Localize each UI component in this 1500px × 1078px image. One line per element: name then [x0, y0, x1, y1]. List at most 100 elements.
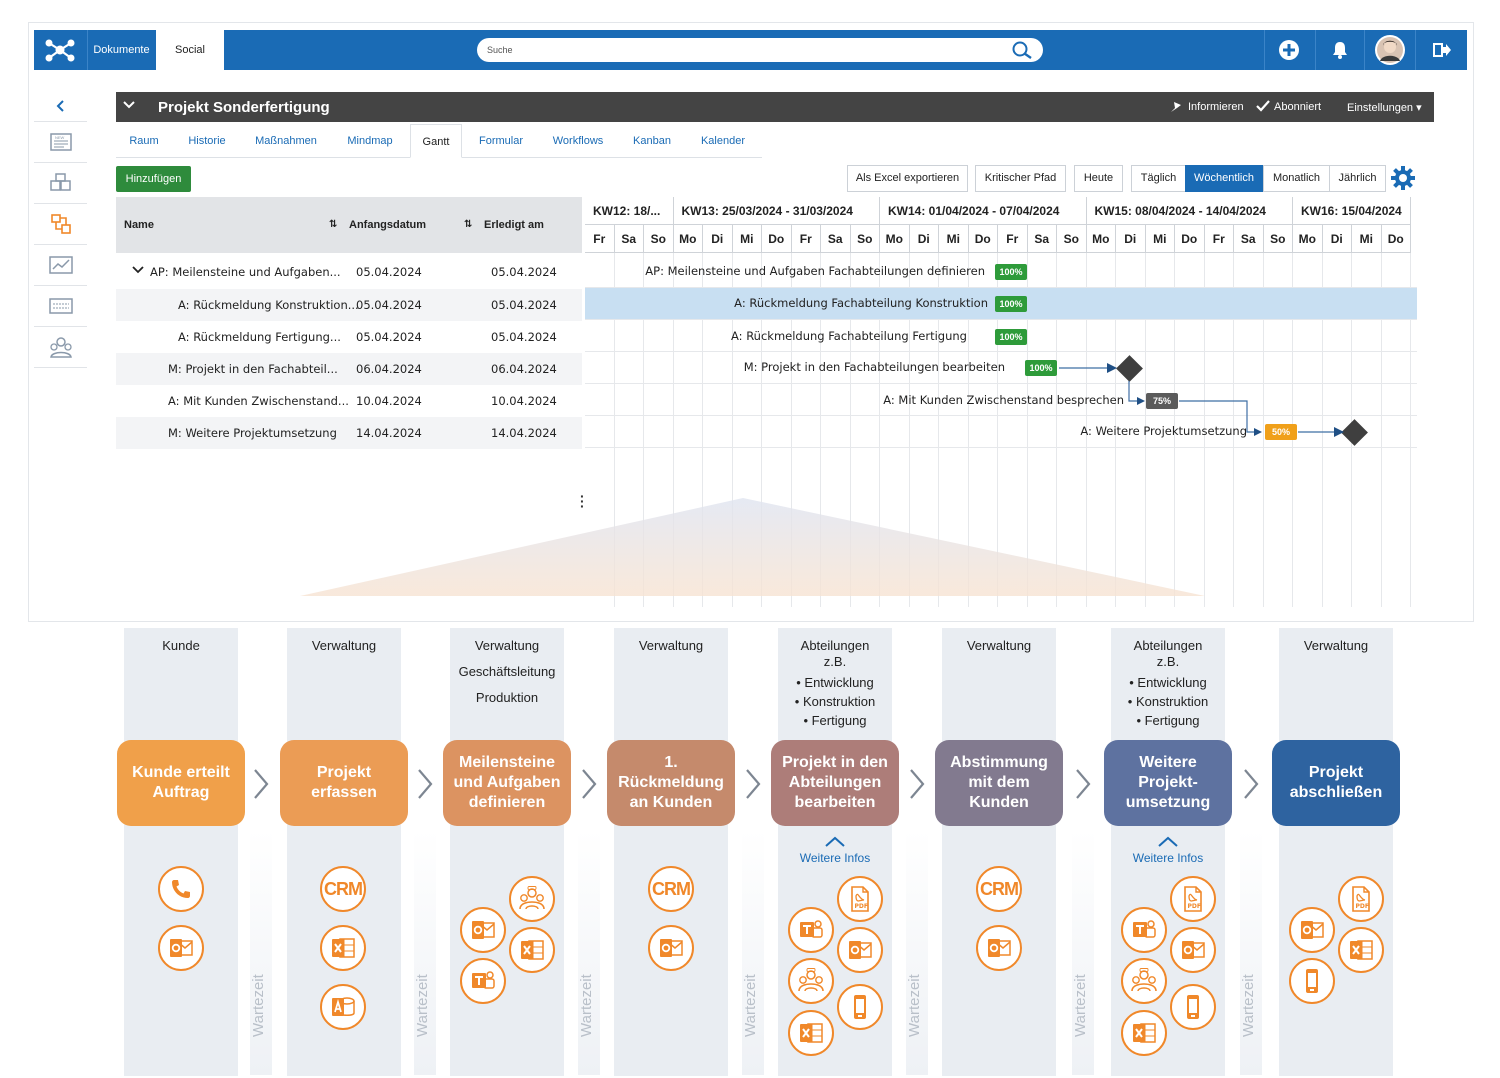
- outlook-icon[interactable]: [1289, 907, 1335, 953]
- table-row[interactable]: M: Weitere Projektumsetzung 14.04.2024 14.…: [116, 417, 582, 449]
- inform-link[interactable]: Informieren: [1188, 101, 1244, 113]
- expand-chevron-icon[interactable]: [132, 255, 144, 287]
- sidebar-boxes-icon[interactable]: [34, 163, 87, 204]
- tab-kanban[interactable]: Kanban: [633, 135, 671, 147]
- people-icon[interactable]: [788, 958, 834, 1004]
- pdf-icon[interactable]: PDF: [837, 876, 883, 922]
- avatar[interactable]: [1364, 30, 1414, 70]
- access-icon[interactable]: [320, 984, 366, 1030]
- outlook-icon[interactable]: [158, 925, 204, 971]
- gantt-progress-badge[interactable]: 50%: [1265, 424, 1297, 440]
- excel-icon[interactable]: [509, 927, 555, 973]
- phone-icon[interactable]: [158, 866, 204, 912]
- teams-icon[interactable]: [1121, 907, 1167, 953]
- excel-icon[interactable]: [320, 925, 366, 971]
- process-step[interactable]: Abstimmung mit dem Kunden: [935, 740, 1063, 826]
- sort-icon[interactable]: ⇅: [329, 219, 338, 230]
- col-done[interactable]: Erledigt am: [484, 219, 544, 231]
- pdf-icon[interactable]: PDF: [1170, 876, 1216, 922]
- process-step[interactable]: Weitere Projekt-umsetzung: [1104, 740, 1232, 826]
- gantt-task-label[interactable]: M: Projekt in den Fachabteilungen bearbe…: [743, 360, 1005, 374]
- critical-path-button[interactable]: Kritischer Pfad: [975, 165, 1066, 192]
- add-icon[interactable]: [1264, 30, 1312, 70]
- nav-documents[interactable]: Dokumente: [87, 30, 155, 70]
- gantt-task-label[interactable]: AP: Meilensteine und Aufgaben Fachabteil…: [645, 264, 985, 278]
- table-row[interactable]: M: Projekt in den Fachabteil... 06.04.202…: [116, 353, 582, 385]
- gantt-task-label[interactable]: A: Mit Kunden Zwischenstand besprechen: [883, 393, 1124, 407]
- export-excel-button[interactable]: Als Excel exportieren: [847, 165, 968, 192]
- process-step[interactable]: Meilensteine und Aufgaben definieren: [443, 740, 571, 826]
- teams-icon[interactable]: [788, 907, 834, 953]
- logout-icon[interactable]: [1415, 30, 1467, 70]
- crm-icon[interactable]: CRM: [976, 866, 1022, 912]
- sort-icon[interactable]: ⇅: [464, 219, 473, 230]
- crm-icon[interactable]: CRM: [648, 866, 694, 912]
- sidebar-users-icon[interactable]: [34, 327, 87, 368]
- today-button[interactable]: Heute: [1074, 165, 1123, 192]
- settings-dropdown[interactable]: Einstellungen ▾: [1347, 102, 1422, 114]
- excel-icon[interactable]: [1338, 927, 1384, 973]
- process-step[interactable]: Projekt abschließen: [1272, 740, 1400, 826]
- sidebar-keyboard-icon[interactable]: [34, 286, 87, 327]
- mobile-icon[interactable]: [1289, 958, 1335, 1004]
- mobile-icon[interactable]: [837, 984, 883, 1030]
- table-row[interactable]: A: Rückmeldung Fertigung... 05.04.2024 05.…: [116, 321, 582, 353]
- tab-massnahmen[interactable]: Maßnahmen: [255, 135, 317, 147]
- excel-icon[interactable]: [788, 1010, 834, 1056]
- sidebar-collapse-icon[interactable]: [34, 90, 87, 122]
- resize-handle[interactable]: · · ·: [580, 488, 585, 514]
- add-button[interactable]: Hinzufügen: [116, 166, 191, 192]
- view-yearly-button[interactable]: Jährlich: [1329, 165, 1386, 192]
- people-icon[interactable]: [1121, 958, 1167, 1004]
- gantt-progress-badge[interactable]: 100%: [995, 264, 1027, 280]
- gantt-task-label[interactable]: A: Rückmeldung Fachabteilung Fertigung: [731, 329, 967, 343]
- gantt-progress-badge[interactable]: 100%: [995, 329, 1027, 345]
- col-start[interactable]: Anfangsdatum: [349, 219, 426, 231]
- view-monthly-button[interactable]: Monatlich: [1263, 165, 1330, 192]
- table-row[interactable]: A: Rückmeldung Konstruktion... 05.04.2024…: [116, 289, 582, 321]
- gantt-task-label[interactable]: A: Weitere Projektumsetzung: [1080, 424, 1247, 438]
- tab-gantt[interactable]: Gantt: [410, 124, 462, 158]
- collapse-chevron-icon[interactable]: [122, 98, 136, 117]
- process-step[interactable]: Kunde erteilt Auftrag: [117, 740, 245, 826]
- more-info-link[interactable]: Weitere Infos: [778, 836, 892, 865]
- gear-icon[interactable]: [1390, 165, 1416, 196]
- tab-raum[interactable]: Raum: [129, 135, 159, 147]
- tab-mindmap[interactable]: Mindmap: [347, 135, 393, 147]
- table-row[interactable]: A: Mit Kunden Zwischenstand... 10.04.2024…: [116, 385, 582, 417]
- outlook-icon[interactable]: [1170, 927, 1216, 973]
- bell-icon[interactable]: [1315, 30, 1363, 70]
- gantt-progress-badge[interactable]: 75%: [1146, 393, 1178, 409]
- tab-formular[interactable]: Formular: [478, 135, 523, 147]
- more-info-link[interactable]: Weitere Infos: [1111, 836, 1225, 865]
- search-input[interactable]: Suche: [477, 38, 1043, 62]
- app-logo-icon[interactable]: [34, 30, 86, 70]
- pdf-icon[interactable]: PDF: [1338, 876, 1384, 922]
- nav-social[interactable]: Social: [156, 30, 224, 70]
- outlook-icon[interactable]: [837, 927, 883, 973]
- gantt-task-label[interactable]: A: Rückmeldung Fachabteilung Konstruktio…: [734, 296, 988, 310]
- outlook-icon[interactable]: [976, 925, 1022, 971]
- mobile-icon[interactable]: [1170, 984, 1216, 1030]
- crm-icon[interactable]: CRM: [320, 866, 366, 912]
- tab-workflows[interactable]: Workflows: [552, 135, 604, 147]
- outlook-icon[interactable]: [648, 925, 694, 971]
- view-weekly-button[interactable]: Wöchentlich: [1185, 165, 1263, 192]
- gantt-progress-badge[interactable]: 100%: [1025, 360, 1057, 376]
- excel-icon[interactable]: [1121, 1010, 1167, 1056]
- tab-historie[interactable]: Historie: [188, 135, 226, 147]
- gantt-progress-badge[interactable]: 100%: [995, 296, 1027, 312]
- process-step[interactable]: Projekt in den Abteilungen bearbeiten: [771, 740, 899, 826]
- view-daily-button[interactable]: Täglich: [1131, 165, 1186, 192]
- process-step[interactable]: Projekt erfassen: [280, 740, 408, 826]
- tab-kalender[interactable]: Kalender: [700, 135, 746, 147]
- outlook-icon[interactable]: [460, 907, 506, 953]
- table-row[interactable]: AP: Meilensteine und Aufgaben... 05.04.20…: [116, 256, 582, 288]
- col-name[interactable]: Name: [124, 219, 154, 231]
- inform-icon[interactable]: [1170, 101, 1182, 116]
- people-icon[interactable]: [509, 876, 555, 922]
- sidebar-workflow-icon[interactable]: [34, 204, 87, 245]
- subscribed-link[interactable]: Abonniert: [1274, 101, 1322, 113]
- search-icon[interactable]: [1011, 41, 1033, 68]
- sidebar-news-icon[interactable]: NEW: [34, 122, 87, 163]
